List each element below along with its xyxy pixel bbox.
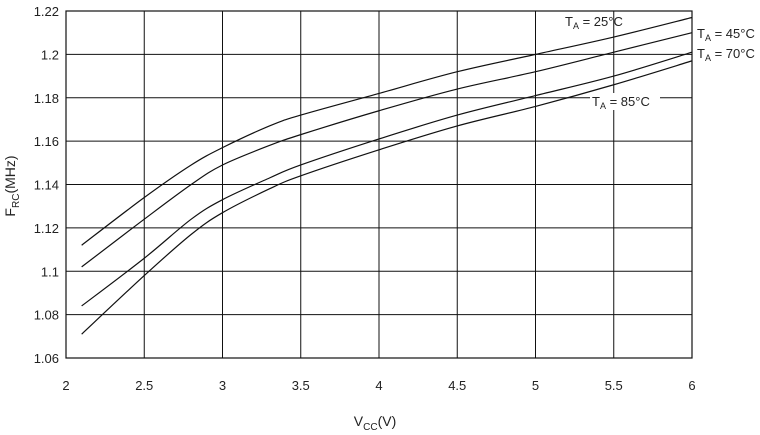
series-label-rest-3: = 85°C: [606, 94, 650, 109]
series-label-main-2: T: [697, 46, 705, 61]
x-tick-label-8: 6: [688, 378, 695, 393]
y-tick-label-0: 1.06: [34, 351, 59, 366]
x-tick-label-3: 3.5: [292, 378, 310, 393]
series-label-text-3: TA = 85°C: [592, 94, 650, 111]
y-axis-label: FRC(MHz): [2, 155, 22, 216]
series-label-0: TA = 25°C: [565, 14, 623, 31]
series-label-1: TA = 45°C: [697, 26, 755, 43]
plot-frame: [65, 10, 693, 359]
y-tick-label-7: 1.2: [41, 47, 59, 62]
x-axis-label-main: V: [354, 413, 364, 429]
grid: [65, 10, 693, 359]
series-label-sub-3: A: [600, 101, 606, 111]
series-label-rest-1: = 45°C: [711, 26, 755, 41]
x-tick-label-1: 2.5: [135, 378, 153, 393]
series-labels: TA = 25°CTA = 45°CTA = 70°CTA = 85°C: [565, 14, 755, 111]
x-tick-label-5: 4.5: [448, 378, 466, 393]
x-axis-label: VCC(V): [354, 413, 396, 433]
x-axis-label-suffix: (V): [378, 413, 397, 429]
y-axis-label-main: F: [2, 208, 18, 217]
x-tick-label-4: 4: [375, 378, 382, 393]
series-label-3: TA = 85°C: [590, 93, 660, 111]
series-label-main-0: T: [565, 14, 573, 29]
y-tick-label-6: 1.18: [34, 91, 59, 106]
series-label-sub-2: A: [705, 53, 711, 63]
plot-border: [65, 10, 693, 359]
series-label-text-2: TA = 70°C: [697, 46, 755, 63]
y-tick-labels: 1.06 1.08 1.1 1.12 1.14 1.16 1.18 1.2 1.22: [34, 4, 59, 366]
y-axis-label-suffix: (MHz): [2, 155, 18, 193]
series-line-1: [81, 32, 693, 268]
series-label-text-1: TA = 45°C: [697, 26, 755, 43]
series-label-bg-3: [590, 93, 660, 110]
series-line-3: [81, 60, 693, 335]
x-tick-label-6: 5: [532, 378, 539, 393]
y-tick-label-8: 1.22: [34, 4, 59, 19]
series-label-text-0: TA = 25°C: [565, 14, 623, 31]
y-tick-label-4: 1.14: [34, 178, 59, 193]
y-tick-label-5: 1.16: [34, 134, 59, 149]
series-lines: [81, 16, 693, 335]
series-label-sub-1: A: [705, 33, 711, 43]
series-line-2: [81, 51, 693, 307]
x-tick-label-0: 2: [62, 378, 69, 393]
series-label-sub-0: A: [573, 21, 579, 31]
series-label-rest-2: = 70°C: [711, 46, 755, 61]
series-label-main-1: T: [697, 26, 705, 41]
x-tick-label-2: 3: [219, 378, 226, 393]
y-tick-label-3: 1.12: [34, 221, 59, 236]
y-tick-label-1: 1.08: [34, 308, 59, 323]
series-label-2: TA = 70°C: [697, 46, 755, 63]
series-label-main-3: T: [592, 94, 600, 109]
x-axis-label-sub: CC: [363, 422, 377, 433]
y-tick-label-2: 1.1: [41, 264, 59, 279]
y-axis-label-sub: RC: [11, 194, 22, 208]
x-tick-labels: 2 2.5 3 3.5 4 4.5 5 5.5 6: [62, 378, 695, 393]
x-tick-label-7: 5.5: [605, 378, 623, 393]
series-label-rest-0: = 25°C: [579, 14, 623, 29]
series-line-0: [81, 16, 693, 246]
